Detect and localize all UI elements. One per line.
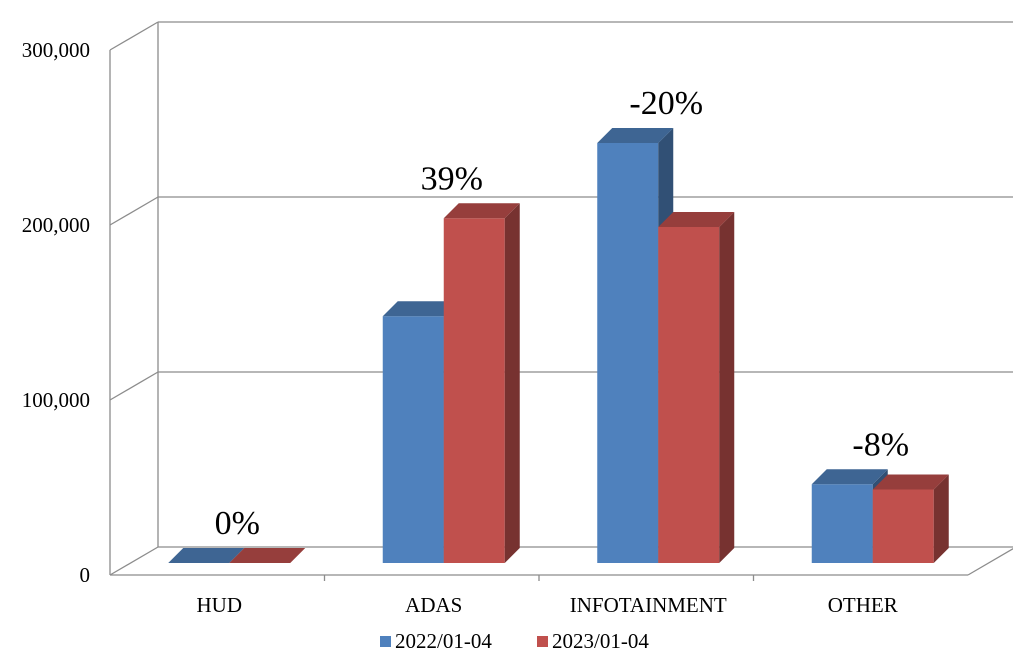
x-tick-label: ADAS [405,593,462,617]
bar-front [811,484,873,563]
bar-side [933,474,949,563]
bar-top [229,548,306,563]
gridline-side [109,196,159,226]
change-annotation: -8% [852,426,909,463]
bar-top [597,128,674,143]
y-tick-label: 0 [80,563,91,587]
y-tick-label: 300,000 [22,38,90,62]
change-annotation: -20% [629,85,703,122]
bar [168,548,245,563]
chart-bars [168,128,949,563]
change-annotation: 0% [215,505,260,542]
bar-front [382,316,444,563]
bar-top [443,203,520,219]
gridline-side [109,21,159,51]
legend-swatch [537,636,548,647]
bar-top [872,474,949,490]
bar-front [597,143,659,563]
bar-side [504,203,520,563]
bar [443,203,520,563]
bar [229,548,306,563]
bar-top [658,212,735,227]
gridline-side [109,371,159,401]
chart-gridlines [109,21,1013,581]
bar-front [872,489,934,563]
legend-label: 2022/01-04 [395,629,492,653]
chart-annotations: 0% 39% -20% -8% [215,85,909,542]
y-axis-ticks: 0 100,000 200,000 300,000 [22,38,90,587]
bar-front [658,227,720,563]
gridline-side [109,546,159,576]
bar-top [811,469,888,485]
x-tick-label: INFOTAINMENT [570,593,727,617]
legend-label: 2023/01-04 [552,629,649,653]
floor-right-edge [967,547,1013,576]
bar-top [168,548,245,563]
bar-top [382,301,459,317]
legend-swatch [380,636,391,647]
y-tick-label: 200,000 [22,213,90,237]
bar-front [443,218,505,563]
x-tick-label: OTHER [828,593,898,617]
bar [872,474,949,563]
x-axis-labels: HUD ADAS INFOTAINMENT OTHER [197,593,898,617]
bar [658,212,735,563]
y-tick-label: 100,000 [22,388,90,412]
x-tick-label: HUD [197,593,243,617]
chart-legend: 2022/01-04 2023/01-04 [380,629,649,653]
bar-side [719,212,735,563]
change-annotation: 39% [421,160,483,197]
